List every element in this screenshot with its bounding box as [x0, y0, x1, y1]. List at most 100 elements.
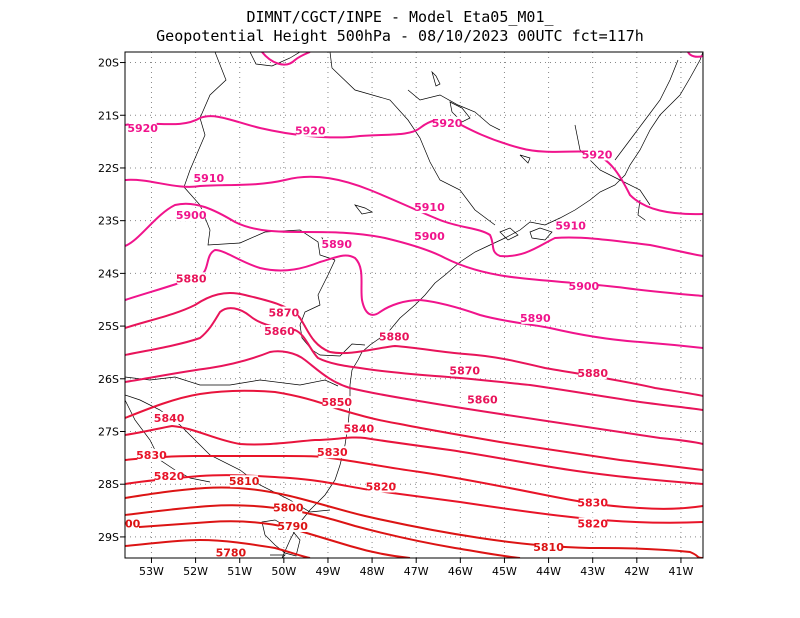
- contour-label: 5910: [414, 201, 445, 214]
- contour-label-bg: [137, 448, 166, 461]
- lon-tick-label: 47W: [404, 565, 429, 578]
- contour-label-bg: [534, 541, 563, 554]
- contour-label-bg: [274, 501, 303, 514]
- contour-5790: [125, 520, 411, 558]
- lat-tick-label: 23S: [98, 215, 119, 228]
- contour-label: 5830: [136, 449, 167, 462]
- lon-tick-label: 43W: [580, 565, 605, 578]
- contour-5870: [125, 307, 703, 411]
- contour-5850: [125, 389, 703, 471]
- geopotential-contours: [125, 52, 703, 558]
- lon-tick-label: 52W: [183, 565, 208, 578]
- contour-label-bg: [278, 520, 307, 533]
- contour-label: 5810: [229, 475, 260, 488]
- contour-label-bg: [468, 393, 497, 406]
- contour-label: 5830: [577, 496, 608, 509]
- contour-label-bg: [216, 546, 245, 558]
- contour-label: 5830: [317, 446, 348, 459]
- contour-label-bg: [128, 122, 157, 135]
- contour-label: 5880: [176, 272, 207, 285]
- lat-tick-label: 20S: [98, 57, 119, 70]
- contour-label: 5800: [110, 517, 141, 530]
- contour-label: 5920: [582, 148, 613, 161]
- contour-label: 5920: [295, 125, 326, 138]
- contour-5840: [125, 424, 703, 485]
- contour-5860: [125, 350, 703, 445]
- contour-5910: [125, 175, 703, 258]
- contour-label-bg: [155, 411, 184, 424]
- axis-ticks: 53W 52W 51W 50W 49W 48W 47W 46W 45W 44W 43W 42W 41W 2…: [98, 57, 693, 578]
- contour-label-bg: [322, 396, 351, 409]
- contour-label-bg: [578, 367, 607, 380]
- contour-label: 5900: [176, 209, 207, 222]
- contour-label-bg: [265, 324, 294, 337]
- map-frame: [124, 51, 704, 559]
- map-title-line1: DIMNT/CGCT/INPE - Model Eta05_M01_: [246, 8, 554, 26]
- contour-label-bg: [366, 480, 395, 493]
- contour-label: 5870: [269, 307, 300, 320]
- contour-label-bg: [322, 238, 351, 251]
- contour-label: 5900: [569, 280, 600, 293]
- map-title-line2: Geopotential Height 500hPa - 08/10/2023 …: [156, 27, 644, 45]
- contour-5830: [125, 454, 703, 510]
- contour-label-bg: [344, 422, 373, 435]
- contour-label: 5800: [273, 502, 304, 515]
- contour-label-bg: [569, 280, 598, 293]
- contour-labels: 5920 5920 5920 5920 5910 5910 5910 5900 5900 5900…: [110, 116, 613, 559]
- contour-label-bg: [578, 517, 607, 530]
- lon-tick-label: 46W: [448, 565, 473, 578]
- contour-label: 5880: [379, 330, 410, 343]
- contour-label-bg: [269, 306, 298, 319]
- lon-tick-label: 50W: [271, 565, 296, 578]
- contour-label-bg: [415, 230, 444, 243]
- contour-label: 5920: [432, 117, 463, 130]
- contour-5880: [125, 292, 703, 397]
- coastlines-and-borders: [125, 52, 703, 558]
- lon-tick-label: 45W: [492, 565, 517, 578]
- contour-5920-b: [261, 52, 311, 66]
- contour-label-bg: [194, 172, 223, 185]
- lat-tick-label: 25S: [98, 320, 119, 333]
- contour-label: 5860: [264, 325, 295, 338]
- contour-label: 5860: [467, 394, 498, 407]
- contour-label: 5910: [194, 172, 225, 185]
- contour-label-bg: [450, 364, 479, 377]
- contour-label: 5780: [216, 546, 247, 559]
- contour-label: 5840: [154, 412, 185, 425]
- lat-tick-label: 28S: [98, 478, 119, 491]
- contour-label: 5880: [577, 367, 608, 380]
- lon-tick-label: 49W: [316, 565, 341, 578]
- contour-label: 5890: [520, 312, 551, 325]
- contour-label: 5910: [555, 220, 586, 233]
- lat-tick-label: 22S: [98, 162, 119, 175]
- contour-5890: [125, 248, 703, 349]
- contour-label-bg: [230, 475, 259, 488]
- lat-tick-label: 29S: [98, 531, 119, 544]
- contour-label-bg: [415, 201, 444, 214]
- contour-label: 5820: [366, 480, 397, 493]
- lon-tick-label: 44W: [536, 565, 561, 578]
- contour-label-bg: [296, 124, 325, 137]
- contour-label: 5920: [127, 122, 158, 135]
- contour-5810: [125, 486, 703, 558]
- contour-5780: [125, 538, 311, 558]
- contour-label-bg: [177, 209, 206, 222]
- contour-label: 5850: [321, 396, 352, 409]
- contour-5820: [125, 474, 703, 524]
- contour-5920-c: [687, 52, 703, 58]
- contour-label: 5820: [577, 517, 608, 530]
- contour-label-bg: [521, 311, 550, 324]
- lon-tick-label: 41W: [669, 565, 694, 578]
- contour-label: 5900: [414, 230, 445, 243]
- contour-label-bg: [318, 446, 347, 459]
- lon-tick-label: 42W: [624, 565, 649, 578]
- contour-label: 5840: [344, 423, 375, 436]
- contour-5920-a: [125, 115, 703, 216]
- contour-label-bg: [433, 116, 462, 129]
- contour-label: 5870: [449, 365, 480, 378]
- lat-tick-label: 27S: [98, 426, 119, 439]
- contour-label-bg: [125, 517, 139, 530]
- lon-tick-label: 48W: [360, 565, 385, 578]
- contour-label-bg: [556, 219, 585, 232]
